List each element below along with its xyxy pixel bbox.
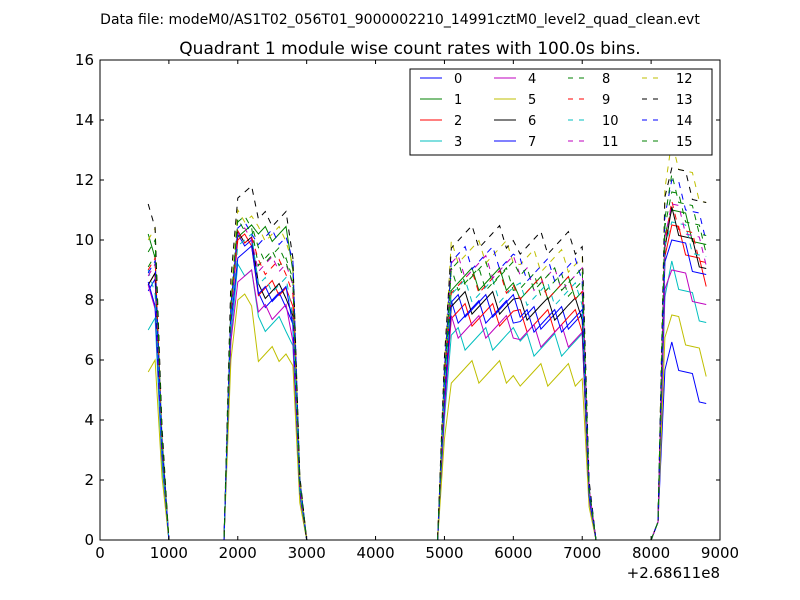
ticks-layer: 0 1000 2000 3000 4000 5000 6000 7000 8000 9000 0 2 4… xyxy=(75,51,739,562)
chart-title: Quadrant 1 module wise count rates with … xyxy=(179,39,640,59)
legend-label: 15 xyxy=(676,135,693,150)
legend-label: 8 xyxy=(602,72,610,87)
series-line-6 xyxy=(147,206,707,541)
legend-label: 0 xyxy=(454,72,462,87)
suptitle: Data file: modeM0/AS1T02_056T01_90000022… xyxy=(100,12,700,28)
legend-item-9: 9 xyxy=(568,93,610,108)
legend-label: 1 xyxy=(454,93,462,108)
legend-item-1: 1 xyxy=(420,93,462,108)
legend-item-7: 7 xyxy=(494,135,536,150)
y-tick-label: 10 xyxy=(75,231,94,249)
legend-item-15: 15 xyxy=(642,135,693,150)
legend-label: 11 xyxy=(602,135,619,150)
legend-label: 7 xyxy=(528,135,536,150)
x-tick-label: 6000 xyxy=(494,544,532,562)
legend-label: 2 xyxy=(454,114,462,129)
legend-item-4: 4 xyxy=(494,72,536,87)
y-tick-label: 6 xyxy=(84,351,94,369)
legend-label: 5 xyxy=(528,93,536,108)
y-tick-label: 2 xyxy=(84,471,94,489)
x-tick-label: 8000 xyxy=(632,544,670,562)
series-line-8 xyxy=(147,191,707,541)
legend-item-10: 10 xyxy=(568,114,619,129)
series-line-1 xyxy=(147,209,707,541)
legend-label: 13 xyxy=(676,93,693,108)
series-layer xyxy=(147,140,707,541)
legend-label: 3 xyxy=(454,135,462,150)
x-tick-label: 0 xyxy=(95,544,105,562)
legend-item-13: 13 xyxy=(642,93,693,108)
x-tick-label: 1000 xyxy=(150,544,188,562)
legend-item-8: 8 xyxy=(568,72,610,87)
y-tick-label: 12 xyxy=(75,171,94,189)
legend-item-3: 3 xyxy=(420,135,462,150)
legend-item-12: 12 xyxy=(642,72,693,87)
legend-item-0: 0 xyxy=(420,72,462,87)
legend-item-5: 5 xyxy=(494,93,536,108)
x-tick-label: 7000 xyxy=(563,544,601,562)
legend-item-6: 6 xyxy=(494,114,536,129)
legend-item-11: 11 xyxy=(568,135,619,150)
y-tick-label: 8 xyxy=(84,291,94,309)
series-line-9 xyxy=(147,200,707,541)
legend-label: 4 xyxy=(528,72,536,87)
plot-area: 0 1000 2000 3000 4000 5000 6000 7000 8000 9000 0 2 4… xyxy=(75,51,739,562)
y-tick-label: 4 xyxy=(84,411,94,429)
x-tick-label: 4000 xyxy=(356,544,394,562)
legend-label: 9 xyxy=(602,93,610,108)
legend-label: 6 xyxy=(528,114,536,129)
x-tick-label: 2000 xyxy=(219,544,257,562)
x-offset-label: +2.68611e8 xyxy=(627,564,720,582)
legend-label: 10 xyxy=(602,114,619,129)
y-tick-label: 14 xyxy=(75,111,94,129)
x-tick-label: 3000 xyxy=(288,544,326,562)
legend-frame xyxy=(409,68,713,156)
y-tick-label: 16 xyxy=(75,51,94,69)
legend-label: 14 xyxy=(676,114,693,129)
y-tick-label: 0 xyxy=(84,531,94,549)
series-line-12 xyxy=(147,140,707,541)
legend-item-2: 2 xyxy=(420,114,462,129)
legend-label: 12 xyxy=(676,72,693,87)
x-tick-label: 5000 xyxy=(425,544,463,562)
x-tick-label: 9000 xyxy=(701,544,739,562)
series-line-15 xyxy=(147,173,707,541)
series-line-11 xyxy=(147,203,707,541)
series-line-14 xyxy=(147,179,707,541)
legend-item-14: 14 xyxy=(642,114,693,129)
